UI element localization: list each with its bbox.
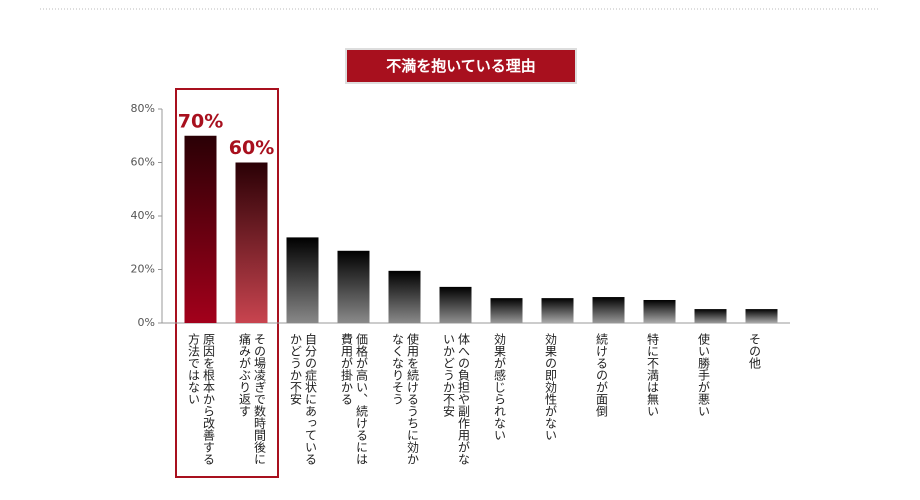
bar — [490, 298, 523, 323]
bar — [694, 309, 727, 323]
bar — [184, 135, 217, 323]
bar — [745, 309, 778, 323]
y-tick-label: 60% — [131, 156, 155, 169]
highlight-box — [175, 88, 279, 478]
bar — [388, 270, 421, 323]
y-tick-label: 40% — [131, 209, 155, 222]
value-label: 60% — [229, 137, 274, 159]
chart-title: 不満を抱いている理由 — [347, 50, 575, 82]
x-tick-label: 続けるのが面倒 — [594, 333, 609, 417]
y-tick-label: 80% — [131, 102, 155, 115]
bar — [337, 250, 370, 323]
bar — [235, 162, 268, 323]
x-tick-label: 自分の症状にあっているかどうか不安 — [288, 333, 318, 465]
x-tick-label: 効果の即効性がない — [543, 333, 558, 441]
bar — [286, 237, 319, 323]
x-tick-label: その場凌ぎで数時間後に痛みがぶり返す — [237, 333, 267, 465]
x-tick-label: 原因を根本から改善する方法ではない — [186, 333, 216, 465]
bar — [439, 286, 472, 323]
y-tick-label: 0% — [138, 316, 155, 329]
bar — [592, 297, 625, 323]
x-tick-label: 効果が感じられない — [492, 333, 507, 441]
bar — [541, 298, 574, 323]
x-tick-label: 価格が高い、続けるには費用が掛かる — [339, 333, 369, 465]
x-tick-label: 使用を続けるうちに効かなくなりそう — [390, 333, 420, 465]
y-tick-label: 20% — [131, 263, 155, 276]
x-tick-label: 特に不満は無い — [645, 333, 660, 417]
x-tick-label: 使い勝手が悪い — [696, 333, 711, 417]
x-tick-label: 体への負担や副作用がないかどうか不安 — [441, 333, 471, 465]
x-tick-label: その他 — [747, 333, 762, 369]
value-label: 70% — [178, 110, 223, 132]
bar — [643, 299, 676, 323]
